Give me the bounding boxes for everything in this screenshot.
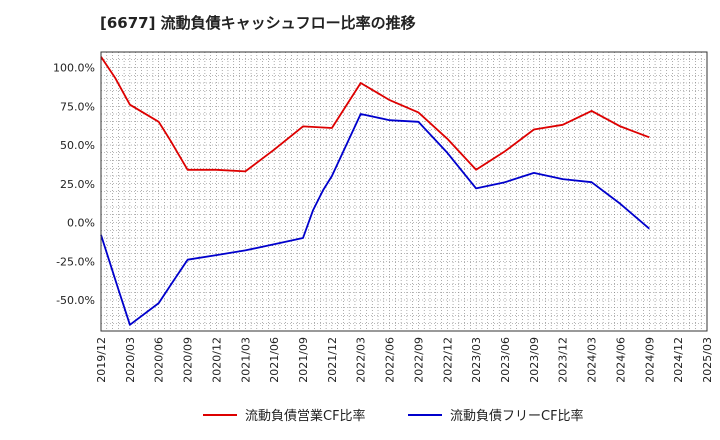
- x-tick-label: 2021/03: [239, 337, 252, 383]
- x-tick-label: 2021/06: [268, 337, 281, 383]
- series-line-2: [100, 113, 650, 326]
- y-tick-label: 75.0%: [60, 100, 95, 113]
- x-tick-label: 2022/06: [384, 337, 397, 383]
- y-tick-label: 0.0%: [67, 217, 95, 230]
- series-line-1: [100, 56, 650, 173]
- x-tick-label: 2022/12: [441, 337, 454, 383]
- series-layer: [100, 56, 650, 326]
- chart-title: [6677] 流動負債キャッシュフロー比率の推移: [100, 14, 416, 32]
- x-axis: 2019/12 2020/03 2020/06 2020/09 2020/12 2021/…: [95, 337, 714, 383]
- x-tick-label: 2021/12: [326, 337, 339, 383]
- y-tick-label: -25.0%: [56, 255, 95, 268]
- legend-label-2: 流動負債フリーCF比率: [450, 408, 584, 424]
- x-tick-label: 2019/12: [95, 337, 108, 383]
- y-axis: -50.0% -25.0% 0.0% 25.0% 50.0% 75.0% 100.0%: [53, 62, 95, 308]
- x-tick-label: 2021/09: [297, 337, 310, 383]
- x-tick-label: 2023/12: [557, 337, 570, 383]
- plot-frame: [100, 51, 708, 332]
- x-tick-label: 2020/09: [182, 337, 195, 383]
- grid-layer: [101, 52, 707, 331]
- x-tick-label: 2020/06: [153, 337, 166, 383]
- legend-label-1: 流動負債営業CF比率: [245, 408, 366, 424]
- x-tick-label: 2020/03: [124, 337, 137, 383]
- x-tick-label: 2023/06: [499, 337, 512, 383]
- x-tick-label: 2024/06: [614, 337, 627, 383]
- x-tick-label: 2025/03: [701, 337, 714, 383]
- x-tick-label: 2024/12: [672, 337, 685, 383]
- x-tick-label: 2022/03: [355, 337, 368, 383]
- y-tick-label: 25.0%: [60, 178, 95, 191]
- x-tick-label: 2023/03: [470, 337, 483, 383]
- x-tick-label: 2020/12: [210, 337, 223, 383]
- x-tick-label: 2024/09: [643, 337, 656, 383]
- x-tick-label: 2024/03: [586, 337, 599, 383]
- y-tick-label: 50.0%: [60, 139, 95, 152]
- y-tick-label: -50.0%: [56, 294, 95, 307]
- legend: 流動負債営業CF比率 流動負債フリーCF比率: [203, 408, 584, 424]
- y-tick-label: 100.0%: [53, 62, 95, 75]
- x-tick-label: 2022/09: [412, 337, 425, 383]
- x-tick-label: 2023/09: [528, 337, 541, 383]
